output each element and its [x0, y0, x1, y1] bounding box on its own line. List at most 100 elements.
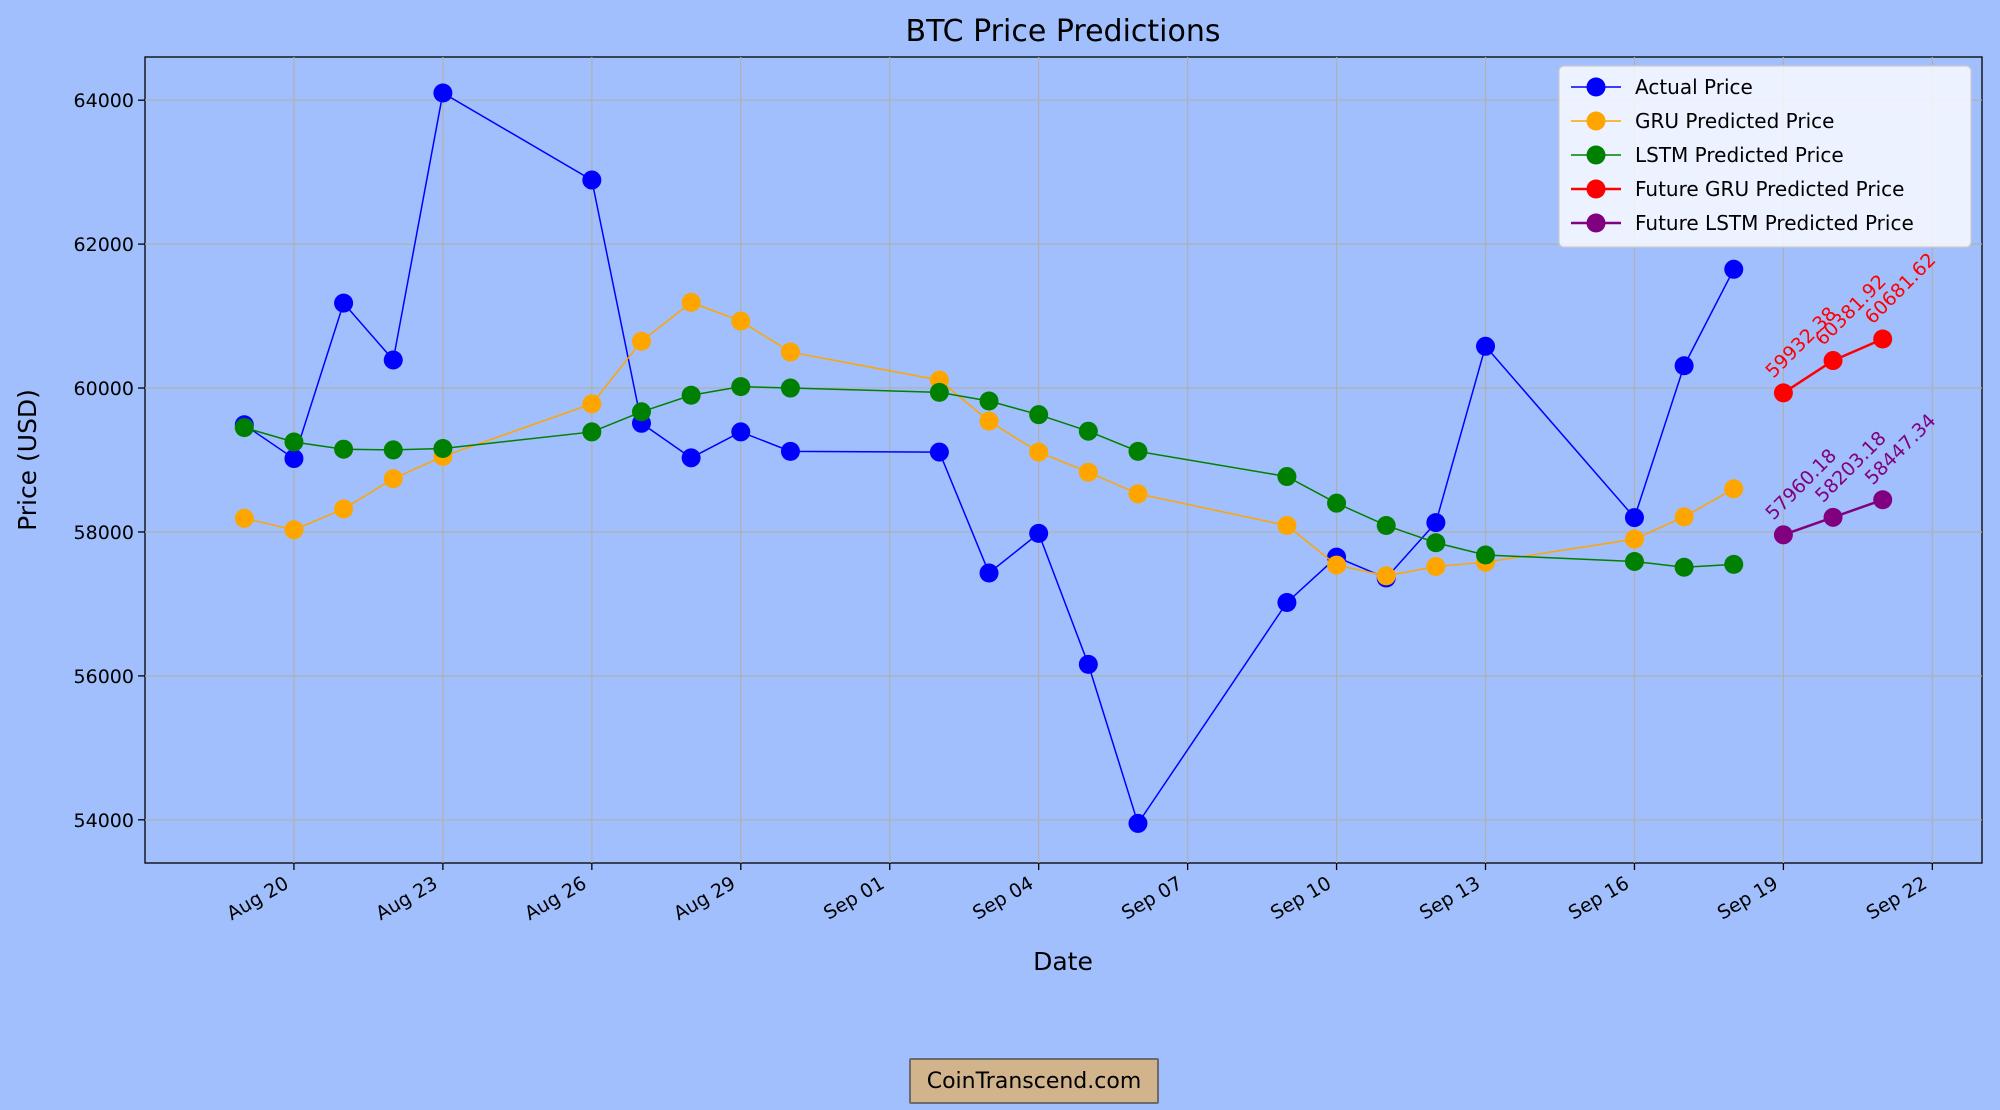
lstm-predicted-price-point — [284, 432, 304, 452]
legend-marker — [1586, 213, 1606, 233]
gru-predicted-price-point — [1674, 507, 1694, 527]
x-tick-label: Sep 16 — [1565, 872, 1633, 924]
actual-price-point — [582, 170, 602, 190]
x-tick-label: Sep 10 — [1267, 872, 1335, 924]
x-tick-label: Aug 20 — [223, 872, 292, 925]
actual-price-point — [334, 293, 354, 313]
gru-predicted-price-point — [780, 342, 800, 362]
series-layer — [234, 83, 1893, 833]
future-lstm-predicted-price-point — [1873, 490, 1893, 510]
actual-price-point — [731, 422, 751, 442]
gru-predicted-price-point — [1277, 515, 1297, 535]
gru-predicted-price-point — [383, 469, 403, 489]
gru-predicted-price-point — [1029, 442, 1049, 462]
lstm-predicted-price-point — [334, 439, 354, 459]
lstm-predicted-price-point — [1078, 421, 1098, 441]
future-gru-predicted-price-point — [1823, 351, 1843, 371]
legend: Actual Price GRU Predicted Price LSTM Pred… — [1558, 65, 1972, 248]
lstm-predicted-price-point — [929, 382, 949, 402]
lstm-predicted-price-point — [1327, 493, 1347, 513]
watermark-label: CoinTranscend.com — [909, 1058, 1159, 1104]
lstm-predicted-price-point — [433, 438, 453, 458]
future-lstm-predicted-price-point — [1823, 507, 1843, 527]
gru-predicted-price-point — [979, 411, 999, 431]
legend-label: GRU Predicted Price — [1635, 109, 1834, 133]
legend-marker — [1586, 179, 1606, 199]
y-tick-label: 64000 — [74, 90, 134, 112]
gru-predicted-price-point — [1078, 462, 1098, 482]
gru-predicted-price-point — [1426, 557, 1446, 577]
actual-price-point — [284, 449, 304, 469]
actual-price-point — [433, 83, 453, 103]
actual-price-point — [1724, 259, 1744, 279]
y-tick-label: 54000 — [74, 810, 134, 832]
lstm-predicted-price-point — [979, 391, 999, 411]
x-tick-label: Sep 13 — [1416, 872, 1484, 924]
future-gru-predicted-price-point — [1773, 383, 1793, 403]
legend-label: LSTM Predicted Price — [1635, 143, 1844, 167]
x-tick-label: Sep 04 — [969, 872, 1037, 924]
lstm-predicted-price-point — [1724, 554, 1744, 574]
actual-price-point — [681, 448, 701, 468]
legend-marker — [1586, 145, 1606, 165]
gru-predicted-price-point — [731, 311, 751, 331]
legend-label: Future GRU Predicted Price — [1635, 177, 1904, 201]
lstm-predicted-price-point — [1426, 533, 1446, 553]
future-gru-predicted-price-series — [1773, 329, 1893, 403]
future-lstm-predicted-price-series — [1773, 490, 1893, 545]
gru-predicted-price-point — [631, 331, 651, 351]
legend-marker — [1586, 111, 1606, 131]
future-gru-predicted-price-point — [1873, 329, 1893, 349]
actual-price-point — [1476, 336, 1496, 356]
legend-label: Actual Price — [1635, 75, 1753, 99]
x-tick-label: Aug 23 — [372, 872, 441, 925]
y-axis-label: Price (USD) — [13, 389, 42, 531]
gru-predicted-price-point — [334, 499, 354, 519]
gru-predicted-price-point — [681, 292, 701, 312]
gru-predicted-price-point — [1376, 566, 1396, 586]
lstm-predicted-price-point — [1128, 441, 1148, 461]
chart-title: BTC Price Predictions — [905, 14, 1220, 49]
actual-price-point — [1078, 654, 1098, 674]
actual-price-point — [383, 350, 403, 370]
lstm-predicted-price-point — [1376, 515, 1396, 535]
gru-predicted-price-point — [1724, 479, 1744, 499]
gru-predicted-price-point — [1327, 555, 1347, 575]
gru-predicted-price-point — [284, 520, 304, 540]
actual-price-point — [1674, 356, 1694, 376]
x-tick-label: Sep 22 — [1863, 872, 1931, 924]
gru-predicted-price-point — [582, 394, 602, 414]
x-axis-label: Date — [1033, 947, 1093, 976]
lstm-predicted-price-point — [780, 378, 800, 398]
lstm-predicted-price-point — [1277, 467, 1297, 487]
gru-predicted-price-point — [234, 508, 254, 528]
gru-predicted-price-point — [1128, 484, 1148, 504]
actual-price-point — [1128, 813, 1148, 833]
lstm-predicted-price-series — [234, 377, 1744, 577]
x-tick-label: Sep 01 — [820, 872, 888, 924]
lstm-predicted-price-point — [1674, 557, 1694, 577]
x-tick-label: Aug 29 — [670, 872, 739, 925]
actual-price-point — [1624, 508, 1644, 528]
lstm-predicted-price-point — [383, 440, 403, 460]
x-tick-label: Sep 07 — [1118, 872, 1186, 924]
legend-label: Future LSTM Predicted Price — [1635, 211, 1914, 235]
lstm-predicted-price-point — [731, 377, 751, 397]
actual-price-point — [780, 441, 800, 461]
lstm-predicted-price-point — [681, 385, 701, 405]
actual-price-point — [1277, 592, 1297, 612]
future-lstm-predicted-price-point — [1773, 525, 1793, 545]
actual-price-point — [1029, 523, 1049, 543]
actual-price-point — [979, 563, 999, 583]
actual-price-point — [1426, 513, 1446, 533]
legend-box — [1558, 65, 1972, 248]
y-tick-label: 62000 — [74, 234, 134, 256]
lstm-predicted-price-point — [1476, 545, 1496, 565]
legend-marker — [1586, 77, 1606, 97]
x-tick-label: Aug 26 — [521, 872, 590, 925]
y-tick-label: 58000 — [74, 522, 134, 544]
x-tick-label: Sep 19 — [1714, 872, 1782, 924]
lstm-predicted-price-point — [234, 418, 254, 438]
lstm-predicted-price-point — [1624, 551, 1644, 571]
